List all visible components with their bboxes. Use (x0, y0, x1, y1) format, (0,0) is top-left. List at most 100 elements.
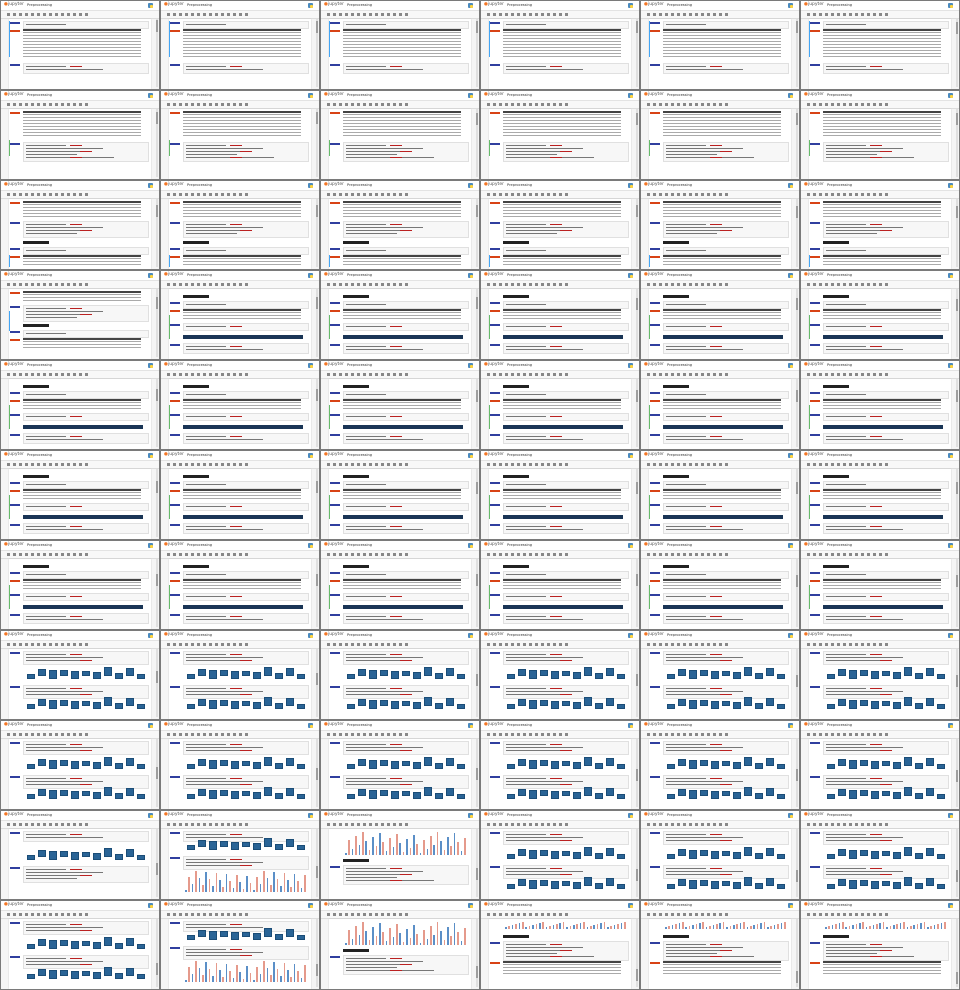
notebook-title[interactable]: Preprocessing (507, 812, 533, 817)
code-cell-input[interactable] (663, 323, 789, 331)
scrollbar-thumb[interactable] (636, 969, 638, 982)
toolbar-button[interactable] (831, 373, 834, 376)
toolbar-button[interactable] (505, 283, 508, 286)
code-cell-input[interactable] (503, 831, 629, 845)
scrollbar[interactable] (156, 469, 158, 537)
toolbar-button[interactable] (399, 643, 402, 646)
toolbar-button[interactable] (819, 193, 822, 196)
jupyter-logo-icon[interactable]: ●jupyter (324, 182, 344, 187)
scrollbar-thumb[interactable] (636, 574, 638, 587)
code-cell-input[interactable] (663, 247, 789, 255)
toolbar-button[interactable] (43, 103, 46, 106)
toolbar-button[interactable] (357, 553, 360, 556)
toolbar-button[interactable] (529, 913, 532, 916)
code-cell-input[interactable] (663, 941, 789, 961)
toolbar-button[interactable] (55, 643, 58, 646)
toolbar-button[interactable] (671, 193, 674, 196)
scrollbar-thumb[interactable] (156, 481, 158, 494)
toolbar-button[interactable] (813, 193, 816, 196)
notebook-title[interactable]: Preprocessing (187, 632, 213, 637)
toolbar-button[interactable] (813, 733, 816, 736)
code-cell-input[interactable] (663, 685, 789, 699)
toolbar-button[interactable] (55, 463, 58, 466)
toolbar-button[interactable] (43, 463, 46, 466)
code-cell-input[interactable] (343, 481, 469, 489)
scrollbar-thumb[interactable] (636, 389, 638, 402)
toolbar-button[interactable] (825, 193, 828, 196)
toolbar-button[interactable] (387, 913, 390, 916)
scrollbar[interactable] (476, 559, 478, 627)
code-cell-input[interactable] (503, 247, 629, 255)
toolbar-button[interactable] (885, 553, 888, 556)
jupyter-logo-icon[interactable]: ●jupyter (804, 452, 824, 457)
toolbar-button[interactable] (55, 823, 58, 826)
scrollbar[interactable] (476, 109, 478, 177)
toolbar-button[interactable] (197, 283, 200, 286)
notebook-title[interactable]: Preprocessing (667, 452, 693, 457)
toolbar-button[interactable] (399, 913, 402, 916)
toolbar-button[interactable] (825, 103, 828, 106)
scrollbar[interactable] (636, 829, 638, 897)
toolbar-button[interactable] (849, 643, 852, 646)
toolbar-button[interactable] (689, 193, 692, 196)
toolbar-button[interactable] (405, 733, 408, 736)
toolbar-button[interactable] (381, 463, 384, 466)
toolbar-button[interactable] (565, 643, 568, 646)
toolbar-button[interactable] (215, 643, 218, 646)
scrollbar-thumb[interactable] (796, 297, 798, 310)
toolbar-button[interactable] (167, 283, 170, 286)
toolbar-button[interactable] (191, 913, 194, 916)
scrollbar[interactable] (476, 469, 478, 537)
toolbar-button[interactable] (843, 103, 846, 106)
scrollbar-thumb[interactable] (796, 869, 798, 882)
toolbar-button[interactable] (351, 103, 354, 106)
toolbar-button[interactable] (819, 283, 822, 286)
jupyter-logo-icon[interactable]: ●jupyter (324, 452, 344, 457)
jupyter-logo-icon[interactable]: ●jupyter (804, 722, 824, 727)
toolbar-button[interactable] (203, 643, 206, 646)
toolbar-button[interactable] (879, 823, 882, 826)
jupyter-logo-icon[interactable]: ●jupyter (164, 272, 184, 277)
code-cell-input[interactable] (23, 866, 149, 883)
code-cell-input[interactable] (183, 593, 309, 601)
toolbar-button[interactable] (701, 463, 704, 466)
scrollbar-thumb[interactable] (956, 675, 958, 688)
code-cell-input[interactable] (23, 221, 149, 238)
scrollbar-thumb[interactable] (796, 205, 798, 218)
toolbar-button[interactable] (31, 283, 34, 286)
toolbar-button[interactable] (13, 823, 16, 826)
toolbar-button[interactable] (363, 733, 366, 736)
code-cell-input[interactable] (183, 21, 309, 29)
toolbar-button[interactable] (849, 373, 852, 376)
toolbar-button[interactable] (689, 913, 692, 916)
toolbar-button[interactable] (351, 643, 354, 646)
toolbar-button[interactable] (683, 373, 686, 376)
toolbar-button[interactable] (683, 823, 686, 826)
toolbar-button[interactable] (535, 733, 538, 736)
toolbar-button[interactable] (713, 193, 716, 196)
toolbar-button[interactable] (879, 103, 882, 106)
toolbar-button[interactable] (885, 103, 888, 106)
code-cell-input[interactable] (183, 831, 309, 842)
toolbar-button[interactable] (25, 553, 28, 556)
notebook-title[interactable]: Preprocessing (187, 2, 213, 7)
toolbar-button[interactable] (825, 463, 828, 466)
scrollbar-thumb[interactable] (956, 574, 958, 587)
toolbar-button[interactable] (707, 463, 710, 466)
scrollbar[interactable] (636, 109, 638, 177)
toolbar-button[interactable] (43, 373, 46, 376)
toolbar-button[interactable] (173, 913, 176, 916)
toolbar-button[interactable] (387, 733, 390, 736)
toolbar-button[interactable] (499, 373, 502, 376)
toolbar-button[interactable] (499, 193, 502, 196)
toolbar-button[interactable] (31, 553, 34, 556)
jupyter-logo-icon[interactable]: ●jupyter (484, 722, 504, 727)
toolbar-button[interactable] (179, 283, 182, 286)
toolbar-button[interactable] (689, 643, 692, 646)
toolbar-button[interactable] (529, 643, 532, 646)
toolbar-button[interactable] (541, 193, 544, 196)
code-cell-input[interactable] (343, 343, 469, 354)
toolbar-button[interactable] (837, 13, 840, 16)
jupyter-logo-icon[interactable]: ●jupyter (4, 812, 24, 817)
toolbar-button[interactable] (7, 823, 10, 826)
